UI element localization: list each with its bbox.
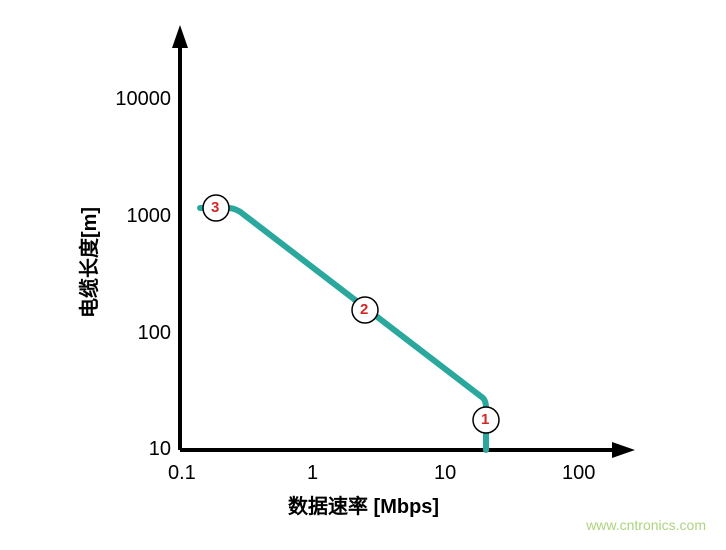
x-tick-1: 1 — [307, 462, 318, 485]
cable-length-chart: 10 100 1000 10000 0.1 1 10 100 电缆长度[m] 数… — [0, 0, 726, 545]
watermark: www.cntronics.com — [586, 517, 706, 533]
marker-2-label: 2 — [360, 301, 368, 318]
x-axis-arrow — [612, 442, 635, 458]
y-axis-arrow — [172, 25, 188, 48]
y-axis-label: 电缆长度[m] — [73, 207, 102, 318]
chart-svg — [0, 0, 726, 545]
x-tick-0.1: 0.1 — [168, 462, 196, 485]
y-tick-10000: 10000 — [115, 88, 171, 111]
x-axis-label: 数据速率 [Mbps] — [288, 490, 439, 519]
marker-1-label: 1 — [481, 411, 489, 428]
y-tick-10: 10 — [149, 438, 171, 461]
y-tick-1000: 1000 — [127, 205, 172, 228]
x-tick-10: 10 — [434, 462, 456, 485]
x-tick-100: 100 — [562, 462, 595, 485]
y-tick-100: 100 — [138, 322, 171, 345]
marker-3-label: 3 — [211, 199, 219, 216]
data-line — [200, 208, 486, 450]
